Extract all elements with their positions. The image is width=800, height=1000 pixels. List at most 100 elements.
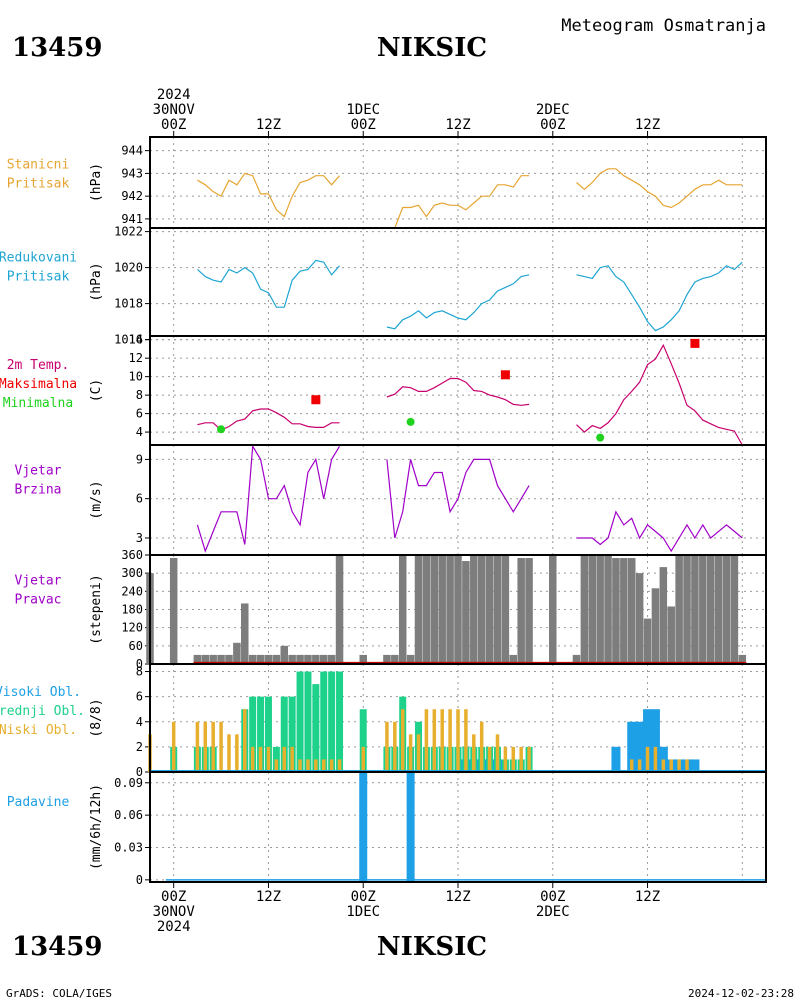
- low-cloud-bar: [448, 709, 452, 772]
- direction-bar: [430, 555, 439, 664]
- y-tick-label: 14: [129, 333, 143, 347]
- panel-label: Pritisak: [7, 177, 70, 192]
- y-tick-label: 180: [121, 603, 143, 617]
- top-time-label: 00Z: [540, 117, 565, 133]
- direction-bar: [201, 654, 210, 664]
- y-tick-label: 300: [121, 566, 143, 580]
- direction-bar: [699, 555, 707, 664]
- low-cloud-bar: [440, 709, 444, 772]
- direction-bar: [525, 558, 533, 664]
- series-line: [576, 343, 743, 446]
- direction-bar: [241, 603, 249, 664]
- low-cloud-bar: [393, 721, 397, 772]
- high-cloud-bar: [635, 721, 645, 772]
- bottom-time-label: 2DEC: [536, 904, 570, 920]
- y-tick-label: 6: [136, 407, 143, 421]
- direction-bar: [225, 654, 233, 664]
- direction-bar: [509, 654, 518, 664]
- direction-bar: [485, 555, 494, 664]
- direction-bar: [659, 567, 668, 664]
- low-cloud-bar: [645, 746, 650, 772]
- panel-label: Niski Obl.: [0, 723, 77, 738]
- low-cloud-bar: [306, 759, 310, 772]
- direction-bar: [312, 654, 320, 664]
- y-tick-label: 0.09: [114, 776, 143, 790]
- direction-bar: [501, 555, 510, 664]
- low-cloud-bar: [685, 759, 689, 772]
- mid-cloud-bar: [312, 684, 320, 772]
- panel-label: Vjetar: [15, 574, 62, 589]
- direction-bar: [193, 654, 202, 664]
- low-cloud-bar: [235, 734, 239, 772]
- direction-bar: [580, 555, 589, 664]
- y-tick-label: 6: [136, 690, 143, 704]
- bottom-time-label: 12Z: [256, 889, 281, 905]
- direction-bar: [169, 558, 178, 664]
- direction-bar: [714, 555, 723, 664]
- low-cloud-bar: [629, 759, 634, 772]
- direction-bar: [493, 555, 502, 664]
- series-line: [386, 377, 530, 406]
- y-tick-label: 6: [136, 492, 143, 506]
- precip-bar: [359, 772, 368, 882]
- direction-bar: [217, 654, 225, 664]
- mid-cloud-bar: [257, 696, 265, 772]
- top-time-label: 12Z: [256, 117, 281, 133]
- low-cloud-bar: [456, 709, 460, 772]
- unit-label: (hPa): [89, 163, 104, 202]
- unit-label: (8/8): [89, 698, 104, 737]
- footer-credit: GrADS: COLA/IGES: [6, 987, 112, 1000]
- mid-cloud-bar: [304, 671, 312, 772]
- top-time-label: 12Z: [445, 117, 470, 133]
- low-cloud-bar: [298, 759, 302, 772]
- direction-bar: [288, 654, 296, 664]
- mid-cloud-bar: [328, 671, 336, 772]
- y-tick-label: 8: [136, 388, 143, 402]
- panel-label: Pritisak: [7, 270, 70, 285]
- direction-bar: [233, 642, 241, 664]
- low-cloud-bar: [337, 759, 342, 772]
- high-cloud-bar: [690, 759, 700, 772]
- top-time-label: 2024: [157, 87, 191, 103]
- mid-cloud-bar: [249, 696, 257, 772]
- direction-bar: [477, 555, 486, 664]
- station-name-top: NIKSIC: [377, 33, 487, 63]
- direction-bar: [722, 555, 731, 664]
- y-tick-label: 1022: [114, 225, 143, 239]
- low-cloud-bar: [472, 734, 476, 772]
- top-time-label: 1DEC: [346, 102, 380, 118]
- bottom-time-label: 00Z: [161, 889, 186, 905]
- direction-bar: [422, 555, 431, 664]
- series-line: [576, 261, 743, 332]
- bottom-time-label: 2024: [157, 919, 191, 935]
- min-temp-marker: [406, 417, 415, 426]
- panel-label: Stanicni: [7, 158, 70, 173]
- y-tick-label: 2: [136, 740, 143, 754]
- low-cloud-bar: [479, 721, 484, 772]
- low-cloud-bar: [637, 759, 642, 772]
- low-cloud-bar: [424, 709, 429, 772]
- series-line: [196, 444, 341, 553]
- y-tick-label: 4: [136, 425, 143, 439]
- mid-cloud-bar: [336, 671, 344, 772]
- direction-bar: [627, 558, 636, 664]
- low-cloud-bar: [314, 759, 318, 772]
- direction-bar: [462, 561, 470, 664]
- mid-cloud-bar: [359, 709, 367, 772]
- direction-bar: [446, 555, 454, 664]
- direction-bar: [391, 654, 399, 664]
- max-temp-marker: [500, 370, 510, 380]
- direction-bar: [335, 555, 344, 664]
- high-cloud-bar: [643, 709, 653, 772]
- panels: 941942943944(hPa)StanicniPritisak1016101…: [0, 87, 767, 935]
- y-tick-label: 8: [136, 665, 143, 679]
- series-line: [197, 172, 340, 218]
- low-cloud-bar: [408, 734, 413, 772]
- panel-label: Srednji Obl.: [0, 704, 85, 719]
- panel-label: Padavine: [7, 795, 70, 810]
- direction-bar: [406, 654, 415, 664]
- low-cloud-bar: [243, 709, 247, 772]
- low-cloud-bar: [503, 746, 508, 772]
- low-cloud-bar: [661, 759, 666, 772]
